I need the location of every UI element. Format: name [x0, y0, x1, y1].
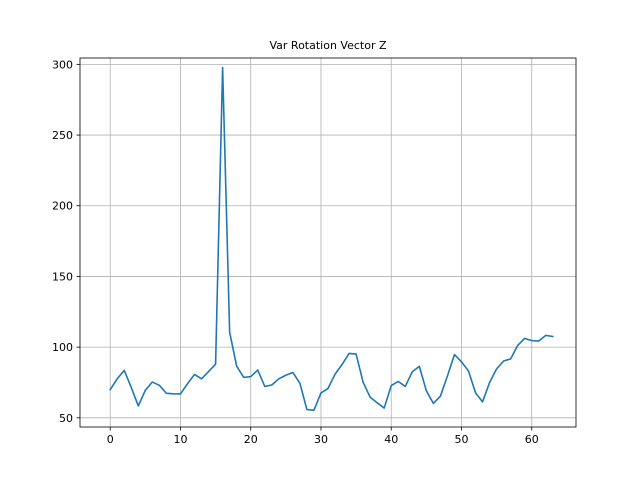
y-axis-ticks: 50 100 150 200 250 300 [52, 58, 80, 425]
x-tick-label: 0 [107, 433, 114, 446]
axes-frame [79, 57, 577, 428]
x-tick-label: 60 [525, 433, 539, 446]
y-tick-label: 50 [59, 412, 73, 425]
x-tick-label: 10 [173, 433, 187, 446]
grid-lines [80, 58, 576, 427]
y-tick-label: 200 [52, 200, 73, 213]
axes-border [79, 57, 577, 428]
x-axis-ticks: 0 10 20 30 40 50 60 [107, 427, 539, 446]
y-tick-label: 100 [52, 341, 73, 354]
x-tick-label: 30 [314, 433, 328, 446]
y-tick-label: 250 [52, 129, 73, 142]
y-tick-label: 300 [52, 58, 73, 71]
x-tick-label: 40 [384, 433, 398, 446]
series-layer [109, 66, 554, 411]
series-line [109, 66, 554, 411]
x-tick-label: 50 [454, 433, 468, 446]
y-tick-label: 150 [52, 270, 73, 283]
x-tick-label: 20 [244, 433, 258, 446]
chart-title: Var Rotation Vector Z [269, 39, 386, 52]
